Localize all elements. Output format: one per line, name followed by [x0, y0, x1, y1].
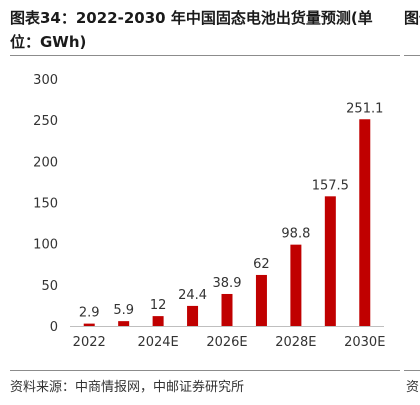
- bar: [152, 316, 164, 326]
- y-tick-label: 300: [33, 73, 58, 88]
- y-tick-label: 0: [50, 320, 58, 335]
- bar-value-label: 98.8: [281, 227, 310, 242]
- bottom-divider: [10, 370, 400, 371]
- bar: [83, 323, 95, 326]
- bar-value-label: 62: [253, 257, 270, 272]
- x-tick-label: 2026E: [206, 335, 247, 350]
- chart-title: 图表34：2022-2030 年中国固态电池出货量预测(单位：GWh): [10, 9, 373, 51]
- x-tick-label: 2030E: [344, 335, 385, 350]
- bar-value-label: 157.5: [312, 178, 349, 193]
- y-tick-label: 150: [33, 197, 58, 212]
- bar: [359, 119, 371, 326]
- bar: [118, 321, 130, 326]
- next-chart-title-fragment: 图亿: [404, 9, 420, 27]
- x-tick-label: 2028E: [275, 335, 316, 350]
- y-tick-label: 200: [33, 155, 58, 170]
- source-note: 资料来源：中商情报网，中邮证券研究所: [10, 380, 245, 395]
- y-tick-label: 250: [33, 114, 58, 129]
- y-axis: 0 50 100 150 200 250 300: [33, 73, 58, 335]
- top-divider-right: [404, 55, 420, 56]
- bar-value-label: 2.9: [79, 306, 100, 321]
- bar: [255, 274, 267, 326]
- bar: [187, 305, 199, 326]
- bar-value-label: 5.9: [113, 303, 134, 318]
- bottom-divider-right: [404, 370, 420, 371]
- bar-series: 2.9 5.9 12 24.4 38.9 62 98.8 157.5 251.1: [79, 101, 383, 326]
- x-tick-label: 2022: [73, 335, 106, 350]
- y-tick-label: 50: [41, 279, 58, 294]
- bar-value-label: 251.1: [346, 101, 383, 116]
- top-divider: [10, 55, 400, 56]
- next-source-fragment: 资: [406, 380, 420, 395]
- bar-value-label: 38.9: [213, 276, 242, 291]
- bar: [324, 196, 336, 326]
- x-tick-label: 2024E: [137, 335, 178, 350]
- bar-value-label: 24.4: [178, 288, 207, 303]
- x-axis: 2022 2024E 2026E 2028E 2030E: [70, 326, 385, 350]
- bar-value-label: 12: [150, 298, 167, 313]
- bar: [221, 293, 233, 326]
- y-tick-label: 100: [33, 238, 58, 253]
- bar: [290, 244, 302, 326]
